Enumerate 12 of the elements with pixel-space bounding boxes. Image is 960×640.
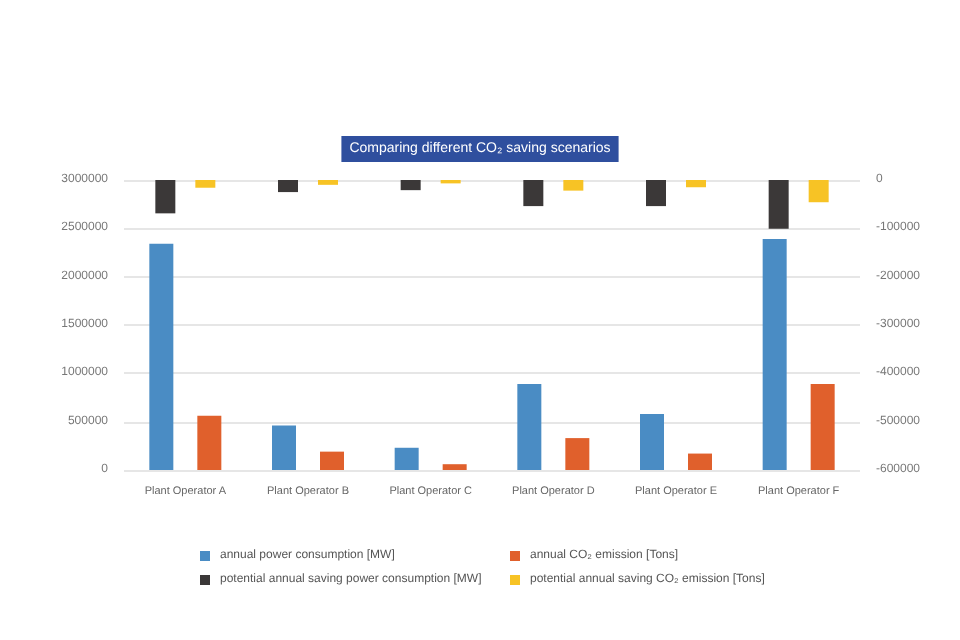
bar <box>197 415 222 470</box>
bar <box>810 383 835 470</box>
bar <box>442 464 467 470</box>
bar <box>517 383 542 470</box>
bar <box>565 438 590 470</box>
bar <box>640 413 664 470</box>
bar <box>149 243 174 470</box>
bar <box>272 425 296 470</box>
bar <box>394 447 419 470</box>
bar <box>762 238 787 470</box>
bar <box>320 451 344 470</box>
bar <box>688 453 712 470</box>
